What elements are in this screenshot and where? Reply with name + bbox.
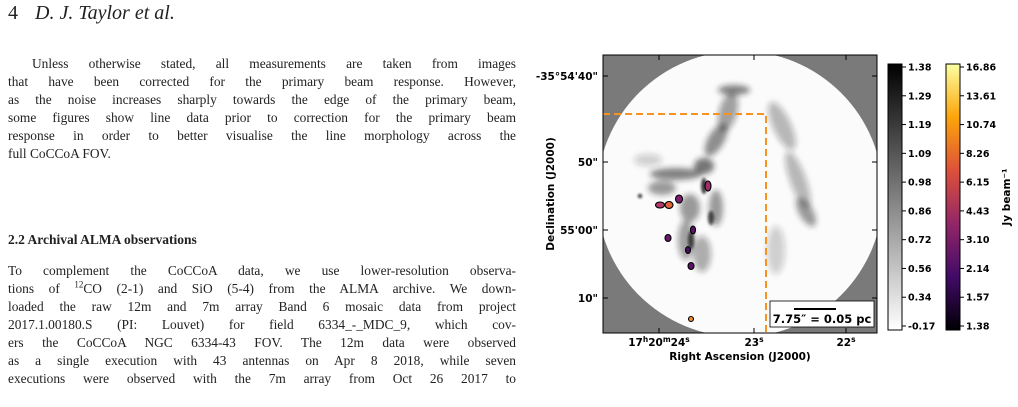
running-authors: D. J. Taylor et al.: [35, 2, 175, 24]
colorbar-unit-label: Jy beam⁻¹: [1001, 168, 1013, 227]
compact-cores: [654, 180, 712, 323]
text-line: tions of 12CO (2-1) and SiO (5-4) from t…: [8, 279, 516, 296]
dec-tick-label: 50": [578, 157, 598, 169]
figure-canvas: 7.75″ = 0.05 pc -35°54'40" 50" 55'00" 10…: [536, 54, 1013, 363]
ra-tick-label: 23s: [744, 335, 764, 349]
map-panel: 7.75″ = 0.05 pc -35°54'40" 50" 55'00" 10…: [536, 54, 878, 363]
y-axis-label: Declination (J2000): [545, 137, 557, 251]
text-line: 2017.1.00180.S (PI: Louvet) for field 63…: [8, 317, 516, 332]
text-line: ers the CoCCoA NGC 6334-43 FOV. The 12m …: [8, 335, 516, 350]
field-of-view: [603, 55, 877, 333]
axis-ticks: [603, 55, 877, 333]
scale-bar: 7.75″ = 0.05 pc: [769, 300, 875, 328]
text-line: that have been corrected for the primary…: [8, 74, 516, 89]
colorbar-tick-label: 13.61: [966, 91, 996, 102]
colorbar-tick-label: 1.38: [966, 322, 990, 333]
emission-filaments: [634, 85, 817, 323]
colorbar-tick-label: 16.86: [966, 63, 996, 74]
text-line: full CoCCoA FOV.: [8, 146, 111, 161]
text-line: some figures show line data prior to cor…: [8, 110, 516, 125]
alma-map-figure: 7.75″ = 0.05 pc -35°54'40" 50" 55'00" 10…: [536, 40, 1018, 370]
page-number: 4: [8, 2, 18, 24]
colorbar-inferno: 16.86 13.61 10.74 8.26 6.15 4.43 3.10 2.14 1.57 1…: [945, 63, 1013, 333]
ra-tick-label: 17h20m24s: [628, 335, 690, 349]
ra-tick-label: 22s: [836, 335, 856, 349]
colorbar-tick-label: 10.74: [966, 120, 996, 131]
intro-paragraph: Unless otherwise stated, all measurement…: [8, 55, 516, 163]
text-line: To complement the CoCCoA data, we use lo…: [8, 263, 516, 278]
colorbar-tick-label: 0.98: [908, 178, 932, 189]
colorbar-tick-label: 0.86: [908, 206, 932, 217]
dec-tick-label: -35°54'40": [536, 71, 598, 83]
colorbar-tick-label: 3.10: [966, 235, 990, 246]
colorbar-tick-label: 4.43: [966, 206, 989, 217]
colorbar-tick-label: 1.19: [908, 120, 931, 131]
text-line: response in order to better visualise th…: [8, 128, 516, 143]
colorbar-tick-label: 6.15: [966, 178, 989, 189]
archival-paragraph: To complement the CoCCoA data, we use lo…: [8, 262, 516, 388]
scale-bar-label: 7.75″ = 0.05 pc: [773, 312, 872, 326]
dec-tick-label: 55'00": [560, 225, 598, 237]
colorbar-tick-label: 0.72: [908, 235, 931, 246]
colorbar-tick-label: -0.17: [908, 322, 935, 333]
colorbar-tick-label: 2.14: [966, 264, 990, 275]
section-heading: 2.2 Archival ALMA observations: [8, 232, 197, 247]
text-line: Unless otherwise stated, all measurement…: [32, 56, 516, 71]
x-axis-label: Right Ascension (J2000): [669, 351, 810, 363]
colorbar-tick-label: 8.26: [966, 149, 990, 160]
dec-tick-label: 10": [578, 293, 598, 305]
text-line: as the noise increases sharply towards t…: [8, 92, 516, 107]
colorbar-tick-label: 0.34: [908, 293, 932, 304]
colorbar-tick-label: 1.09: [908, 149, 931, 160]
text-line: loaded the raw 12m and 7m array Band 6 m…: [8, 299, 516, 314]
map-frame: [602, 54, 878, 334]
colorbar-gray: 1.38 1.29 1.19 1.09 0.98 0.86 0.72 0.56 0.34 -0.1…: [887, 63, 935, 333]
text-line: executions were observed with the 7m arr…: [8, 371, 516, 386]
text-line: as a single execution with 43 antennas o…: [8, 353, 516, 368]
colorbar-tick-label: 1.57: [966, 293, 989, 304]
colorbar-tick-label: 0.56: [908, 264, 932, 275]
colorbar-tick-label: 1.29: [908, 91, 931, 102]
zoom-region-box: [603, 113, 767, 333]
running-header: 4 D. J. Taylor et al.: [8, 2, 175, 25]
colorbar-tick-label: 1.38: [908, 63, 932, 74]
